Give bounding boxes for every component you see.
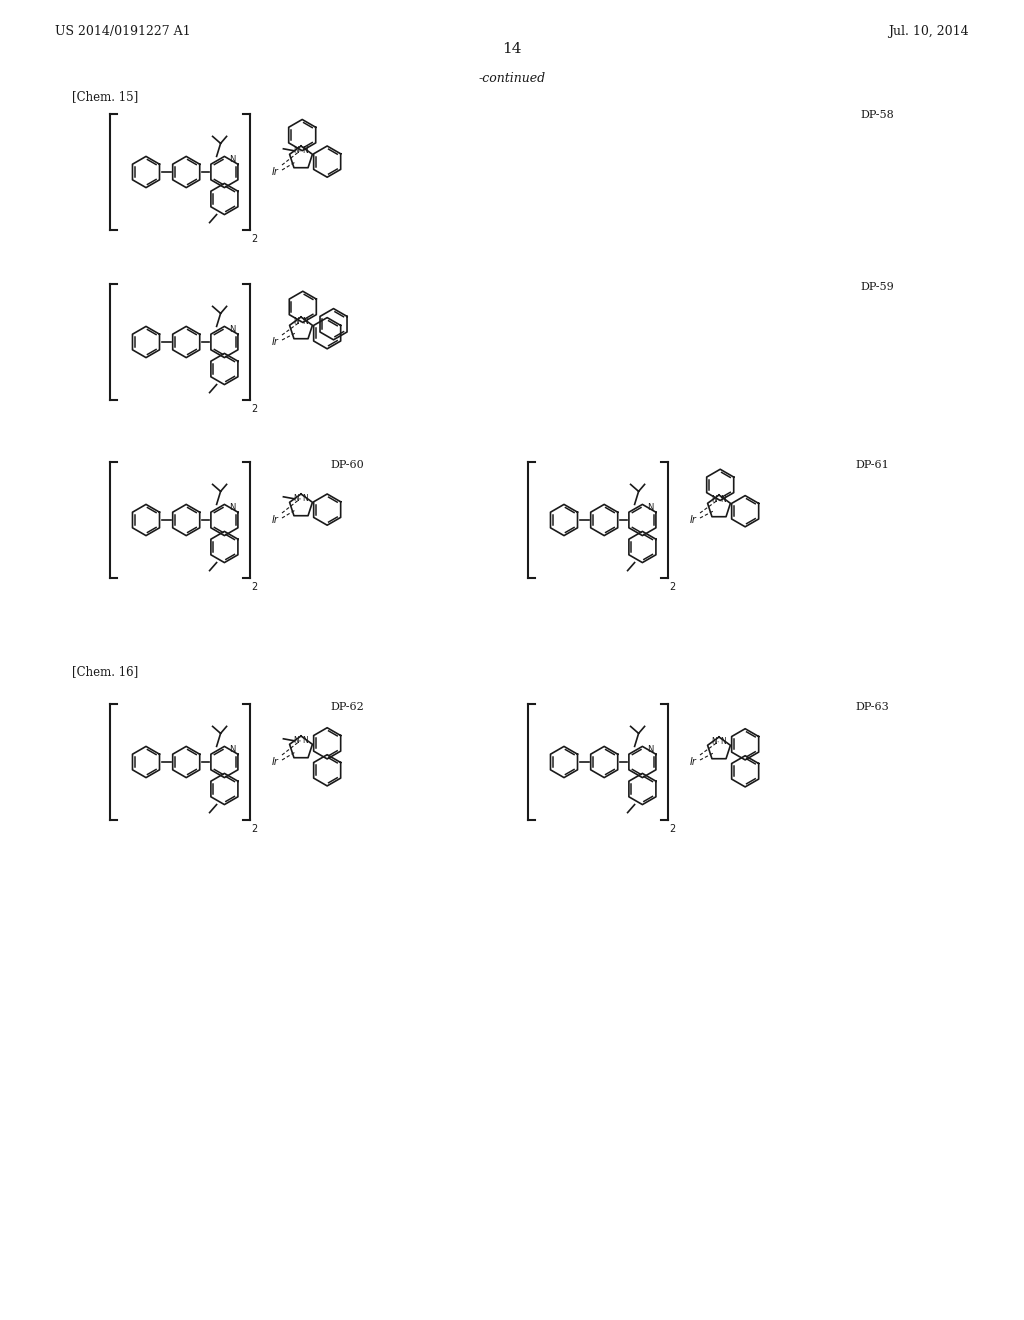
Text: [Chem. 16]: [Chem. 16] [72, 665, 138, 678]
Text: N: N [721, 495, 726, 504]
Text: N: N [647, 503, 653, 512]
Text: N: N [294, 737, 299, 744]
Text: N: N [712, 737, 718, 746]
Text: Ir: Ir [271, 337, 279, 347]
Text: Jul. 10, 2014: Jul. 10, 2014 [889, 25, 969, 38]
Text: [Chem. 15]: [Chem. 15] [72, 90, 138, 103]
Text: Ir: Ir [689, 515, 696, 525]
Text: N: N [294, 494, 299, 503]
Text: Ir: Ir [271, 515, 279, 525]
Text: DP-63: DP-63 [855, 702, 889, 711]
Text: 14: 14 [502, 42, 522, 55]
Text: 2: 2 [669, 824, 675, 834]
Text: N: N [721, 737, 726, 746]
Text: DP-62: DP-62 [330, 702, 364, 711]
Text: N: N [303, 317, 308, 326]
Text: 2: 2 [669, 582, 675, 591]
Text: N: N [229, 156, 236, 164]
Text: Ir: Ir [689, 756, 696, 767]
Text: US 2014/0191227 A1: US 2014/0191227 A1 [55, 25, 190, 38]
Text: DP-58: DP-58 [860, 110, 894, 120]
Text: N: N [294, 317, 299, 326]
Text: N: N [303, 737, 308, 744]
Text: N: N [303, 494, 308, 503]
Text: N: N [229, 325, 236, 334]
Text: DP-60: DP-60 [330, 459, 364, 470]
Text: 2: 2 [251, 582, 257, 591]
Text: N: N [229, 746, 236, 754]
Text: 2: 2 [251, 404, 257, 414]
Text: DP-61: DP-61 [855, 459, 889, 470]
Text: N: N [647, 746, 653, 754]
Text: 2: 2 [251, 824, 257, 834]
Text: N: N [229, 503, 236, 512]
Text: 2: 2 [251, 234, 257, 244]
Text: DP-59: DP-59 [860, 282, 894, 292]
Text: N: N [294, 147, 299, 154]
Text: Ir: Ir [271, 756, 279, 767]
Text: N: N [712, 495, 718, 504]
Text: Ir: Ir [271, 168, 279, 177]
Text: -continued: -continued [478, 73, 546, 84]
Text: N: N [303, 147, 308, 154]
